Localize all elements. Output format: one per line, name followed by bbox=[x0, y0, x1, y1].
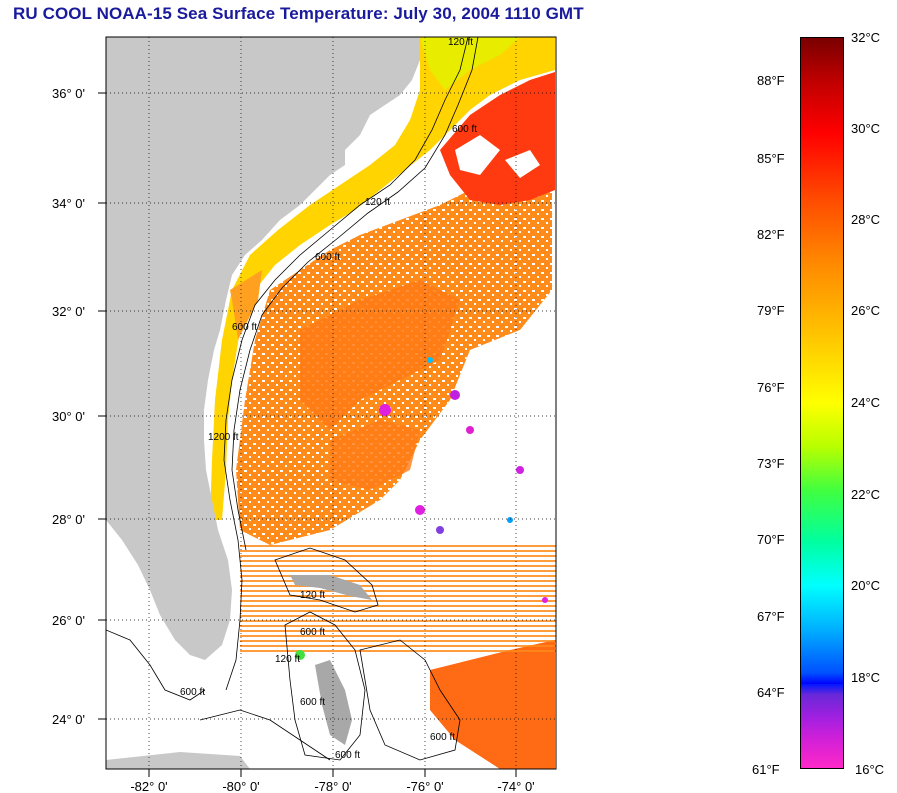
lon-label: -80° 0' bbox=[222, 779, 259, 793]
contour-label: 600 ft bbox=[452, 124, 477, 135]
lon-label: -78° 0' bbox=[314, 779, 351, 793]
colorbar-c-label: 20°C bbox=[851, 578, 881, 593]
colorbar-c-label: 28°C bbox=[851, 212, 881, 227]
lat-label: 24° 0' bbox=[52, 712, 85, 727]
map-frame bbox=[105, 36, 557, 770]
contour-label: 120 ft bbox=[448, 37, 473, 48]
colorbar-f-label: 73°F bbox=[757, 456, 785, 471]
contour-label: 120 ft bbox=[300, 590, 325, 601]
axis-ticks bbox=[98, 92, 517, 777]
colorbar-c-label: 24°C bbox=[851, 395, 881, 410]
land-cuba bbox=[106, 752, 250, 769]
colorbar-f-label: 61°F bbox=[752, 762, 780, 777]
lat-label: 36° 0' bbox=[52, 86, 85, 101]
contour-label: 600 ft bbox=[180, 687, 205, 698]
graticule bbox=[106, 37, 556, 769]
contour-label: 600 ft bbox=[430, 732, 455, 743]
temperature-colorbar bbox=[800, 37, 844, 769]
lat-label: 26° 0' bbox=[52, 613, 85, 628]
bathymetry-contours bbox=[106, 37, 479, 761]
map-title: RU COOL NOAA-15 Sea Surface Temperature:… bbox=[13, 4, 584, 23]
colorbar-f-label: 76°F bbox=[757, 380, 785, 395]
lon-label: -74° 0' bbox=[497, 779, 534, 793]
contour-label: 600 ft bbox=[315, 252, 340, 263]
sst-data-layer bbox=[206, 37, 556, 769]
land-us-east-coast bbox=[106, 37, 420, 660]
lon-label: -76° 0' bbox=[406, 779, 443, 793]
contour-label: 1200 ft bbox=[208, 432, 239, 443]
contour-label: 600 ft bbox=[300, 697, 325, 708]
contour-label: 600 ft bbox=[300, 627, 325, 638]
colorbar-c-label: 16°C bbox=[855, 762, 885, 777]
colorbar-c-label: 32°C bbox=[851, 30, 881, 45]
colorbar-c-label: 22°C bbox=[851, 487, 881, 502]
lat-label: 30° 0' bbox=[52, 409, 85, 424]
colorbar-c-label: 18°C bbox=[851, 670, 881, 685]
contour-label: 120 ft bbox=[275, 654, 300, 665]
contour-label: 600 ft bbox=[232, 322, 257, 333]
colorbar-f-label: 67°F bbox=[757, 609, 785, 624]
lat-label: 28° 0' bbox=[52, 512, 85, 527]
colorbar-f-label: 88°F bbox=[757, 73, 785, 88]
colorbar-c-label: 30°C bbox=[851, 121, 881, 136]
colorbar-f-label: 64°F bbox=[757, 685, 785, 700]
lat-label: 34° 0' bbox=[52, 196, 85, 211]
colorbar-f-label: 79°F bbox=[757, 303, 785, 318]
land-grand-bahama bbox=[290, 575, 372, 600]
land-andros-island bbox=[315, 660, 352, 745]
colorbar-f-label: 70°F bbox=[757, 532, 785, 547]
contour-label: 600 ft bbox=[335, 750, 360, 761]
contour-label: 120 ft bbox=[365, 197, 390, 208]
lat-label: 32° 0' bbox=[52, 304, 85, 319]
colorbar-f-label: 82°F bbox=[757, 227, 785, 242]
lon-label: -82° 0' bbox=[130, 779, 167, 793]
colorbar-c-label: 26°C bbox=[851, 303, 881, 318]
colorbar-f-label: 85°F bbox=[757, 151, 785, 166]
